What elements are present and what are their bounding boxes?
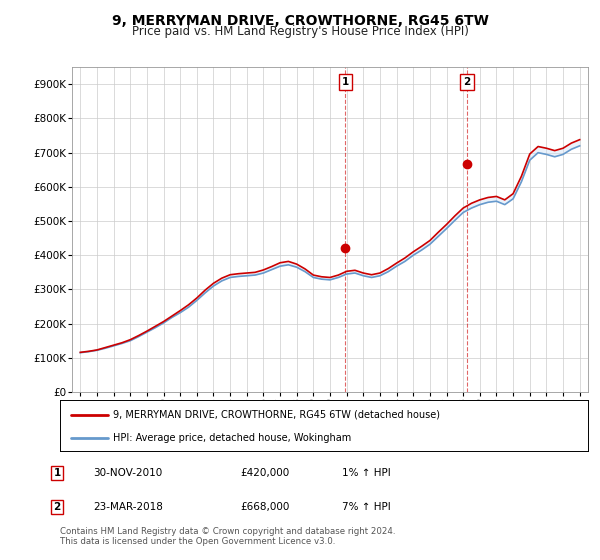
Text: 1: 1 bbox=[341, 77, 349, 87]
Text: 9, MERRYMAN DRIVE, CROWTHORNE, RG45 6TW: 9, MERRYMAN DRIVE, CROWTHORNE, RG45 6TW bbox=[112, 14, 488, 28]
Text: Contains HM Land Registry data © Crown copyright and database right 2024.
This d: Contains HM Land Registry data © Crown c… bbox=[60, 526, 395, 546]
Text: Price paid vs. HM Land Registry's House Price Index (HPI): Price paid vs. HM Land Registry's House … bbox=[131, 25, 469, 38]
Text: 7% ↑ HPI: 7% ↑ HPI bbox=[342, 502, 391, 512]
Text: 2: 2 bbox=[53, 502, 61, 512]
Text: 9, MERRYMAN DRIVE, CROWTHORNE, RG45 6TW (detached house): 9, MERRYMAN DRIVE, CROWTHORNE, RG45 6TW … bbox=[113, 409, 440, 419]
Text: £668,000: £668,000 bbox=[240, 502, 289, 512]
Text: 2: 2 bbox=[463, 77, 470, 87]
Text: 1: 1 bbox=[53, 468, 61, 478]
Text: 23-MAR-2018: 23-MAR-2018 bbox=[93, 502, 163, 512]
Text: 1% ↑ HPI: 1% ↑ HPI bbox=[342, 468, 391, 478]
Text: HPI: Average price, detached house, Wokingham: HPI: Average price, detached house, Woki… bbox=[113, 433, 351, 443]
Text: £420,000: £420,000 bbox=[240, 468, 289, 478]
Text: 30-NOV-2010: 30-NOV-2010 bbox=[93, 468, 162, 478]
